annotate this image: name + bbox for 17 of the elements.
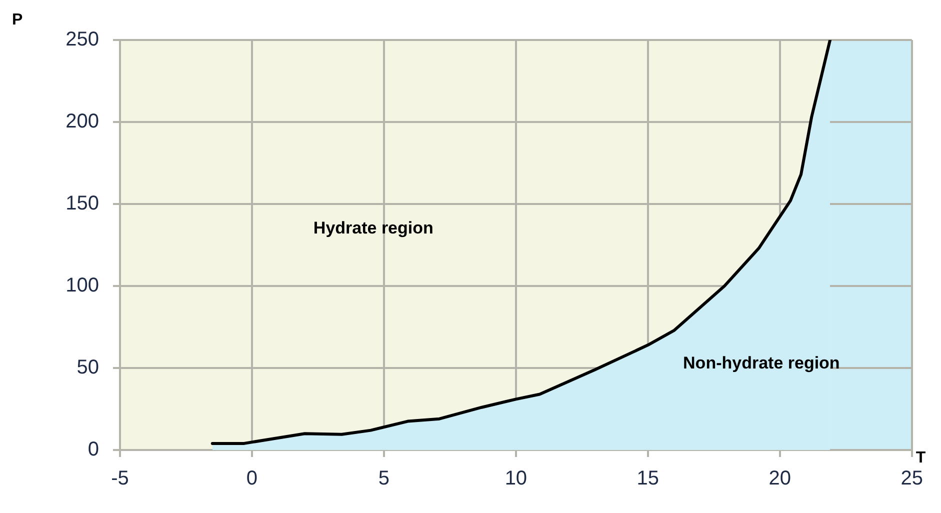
x-tick-label: 15 [636, 468, 660, 490]
y-tick-label: 0 [88, 438, 99, 461]
x-tick-label: 20 [768, 468, 792, 490]
annotation: Non-hydrate region [683, 354, 840, 373]
y-axis-title: P [12, 11, 23, 28]
y-tick-label: 250 [66, 28, 99, 51]
x-tick-label: 25 [900, 468, 923, 490]
x-tick-label: -5 [111, 468, 129, 490]
y-tick-label: 150 [66, 192, 99, 215]
y-tick-label: 100 [66, 274, 99, 297]
annotation: Hydrate region [313, 218, 434, 238]
y-tick-label: 50 [76, 356, 99, 379]
x-tick-label: 0 [246, 468, 258, 490]
y-tick-label: 200 [66, 110, 99, 133]
x-tick-label: 5 [378, 468, 390, 490]
x-tick-label: 10 [504, 468, 528, 490]
x-axis-title: T [916, 449, 926, 466]
